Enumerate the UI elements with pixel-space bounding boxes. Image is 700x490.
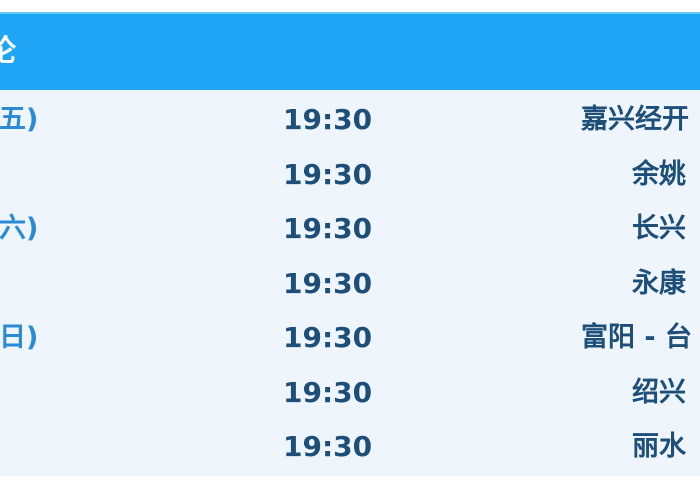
table-row: 19:30 绍兴 xyxy=(0,366,700,420)
venue-cell: 永康 xyxy=(632,268,686,299)
venue-cell: 余姚 xyxy=(632,159,686,190)
venue-cell: 富阳 - 台 xyxy=(581,322,693,353)
table-row: 19:30 丽水 xyxy=(0,420,700,474)
venue-cell: 长兴 xyxy=(632,213,686,244)
time-cell: 19:30 xyxy=(283,212,373,245)
time-cell: 19:30 xyxy=(283,321,373,354)
header-title: 论 xyxy=(0,34,16,69)
venue-cell: 嘉兴经开 xyxy=(581,104,689,135)
date-cell: 周日) xyxy=(0,322,39,353)
table-row: 周六) 19:30 长兴 xyxy=(0,202,700,256)
table-row: 周五) 19:30 嘉兴经开 xyxy=(0,93,700,147)
table-row: 周日) 19:30 富阳 - 台 xyxy=(0,311,700,365)
venue-cell: 绍兴 xyxy=(632,377,686,408)
time-cell: 19:30 xyxy=(283,267,373,300)
time-cell: 19:30 xyxy=(283,103,373,136)
table-row: 19:30 永康 xyxy=(0,257,700,311)
schedule-table: 周五) 19:30 嘉兴经开 19:30 余姚 周六) 19:30 长兴 19:… xyxy=(0,90,700,476)
time-cell: 19:30 xyxy=(283,376,373,409)
time-cell: 19:30 xyxy=(283,158,373,191)
time-cell: 19:30 xyxy=(283,430,373,463)
table-row: 19:30 余姚 xyxy=(0,148,700,202)
date-cell: 周六) xyxy=(0,213,39,244)
venue-cell: 丽水 xyxy=(632,431,686,462)
schedule-header: 论 xyxy=(0,12,700,90)
date-cell: 周五) xyxy=(0,104,39,135)
